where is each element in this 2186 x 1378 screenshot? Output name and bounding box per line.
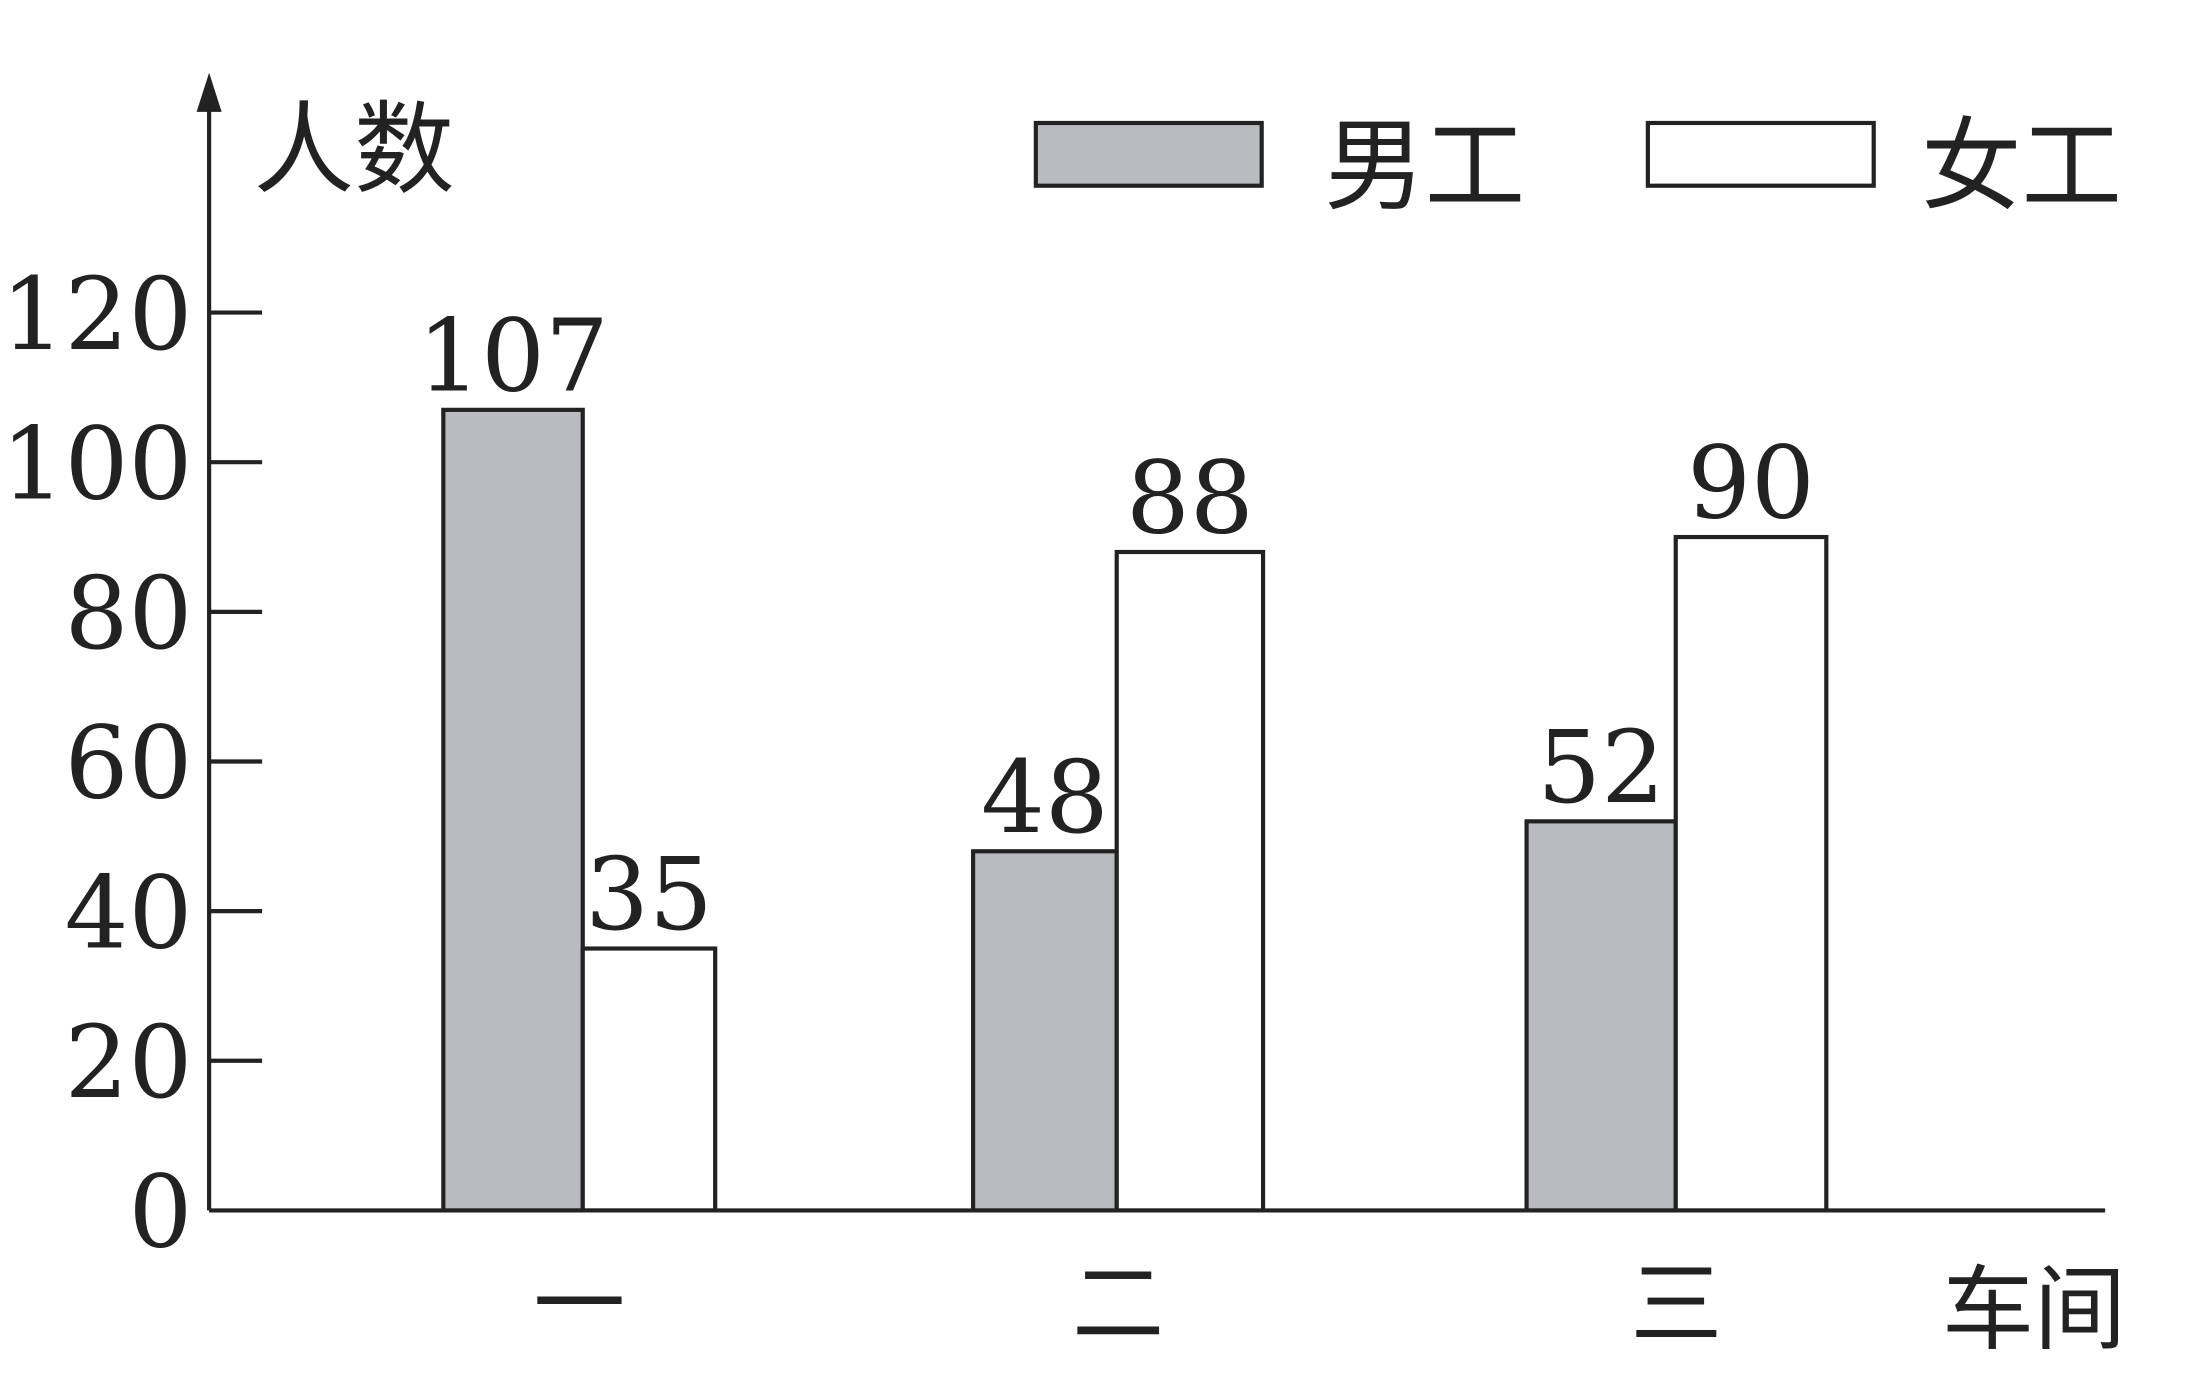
data-label: 52: [1537, 709, 1665, 826]
data-label: 107: [417, 297, 609, 414]
x-axis-label: 车间: [1942, 1256, 2126, 1363]
y-tick-label: 80: [65, 555, 193, 672]
y-tick-label: 120: [1, 256, 193, 373]
legend-swatch: [1645, 120, 1876, 188]
bar: [441, 407, 585, 1213]
y-axis-arrow-icon: [196, 72, 222, 112]
x-tick-label: 二: [1072, 1251, 1164, 1358]
data-label: 48: [981, 739, 1109, 856]
bar: [580, 946, 718, 1213]
legend-label: 男工: [1324, 108, 1525, 225]
y-tick-label: 40: [65, 854, 193, 971]
data-label: 90: [1687, 425, 1815, 542]
y-axis-label: 人数: [254, 91, 455, 208]
y-tick-label: 60: [65, 705, 193, 822]
bar: [1524, 819, 1678, 1213]
y-tick-label: 0: [129, 1154, 193, 1271]
bar: [1114, 549, 1266, 1213]
x-tick-label: 一: [533, 1251, 625, 1358]
x-tick-label: 三: [1630, 1251, 1722, 1358]
y-tick-label: 20: [65, 1004, 193, 1121]
y-tick-label: 100: [1, 405, 193, 522]
data-label: 88: [1126, 439, 1254, 556]
bar: [1673, 534, 1829, 1213]
legend-label: 女工: [1921, 108, 2122, 225]
bar: [971, 849, 1119, 1213]
data-label: 35: [585, 836, 713, 953]
legend-swatch: [1033, 120, 1264, 188]
